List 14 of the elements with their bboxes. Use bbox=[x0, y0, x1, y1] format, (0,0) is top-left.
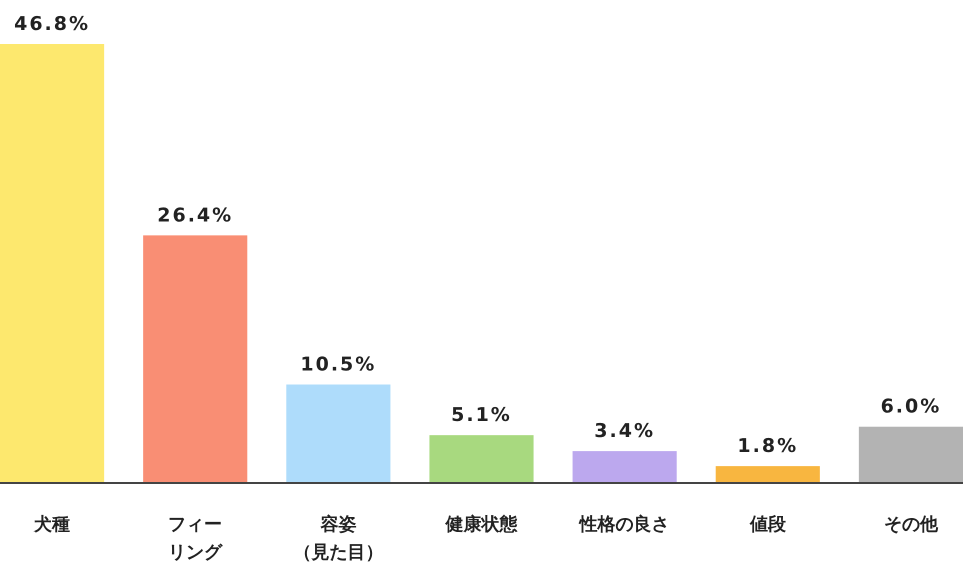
data-label: 10.5% bbox=[300, 354, 376, 376]
data-label: 46.8% bbox=[14, 13, 90, 35]
x-tick-label: 健康状態 bbox=[444, 514, 518, 535]
x-tick-label: 犬種 bbox=[33, 514, 70, 535]
data-label: 3.4% bbox=[594, 420, 655, 442]
data-label: 1.8% bbox=[737, 435, 798, 458]
x-tick-label: 容姿（見た目） bbox=[293, 514, 384, 563]
data-label: 6.0% bbox=[880, 396, 942, 418]
data-label: 5.1% bbox=[451, 404, 512, 426]
x-tick-label: その他 bbox=[884, 514, 939, 535]
x-tick-label: 値段 bbox=[748, 514, 787, 535]
data-label: 26.4% bbox=[157, 204, 234, 226]
x-tick-label: フィーリング bbox=[168, 514, 224, 563]
x-tick-label: 性格の良さ bbox=[578, 514, 670, 535]
